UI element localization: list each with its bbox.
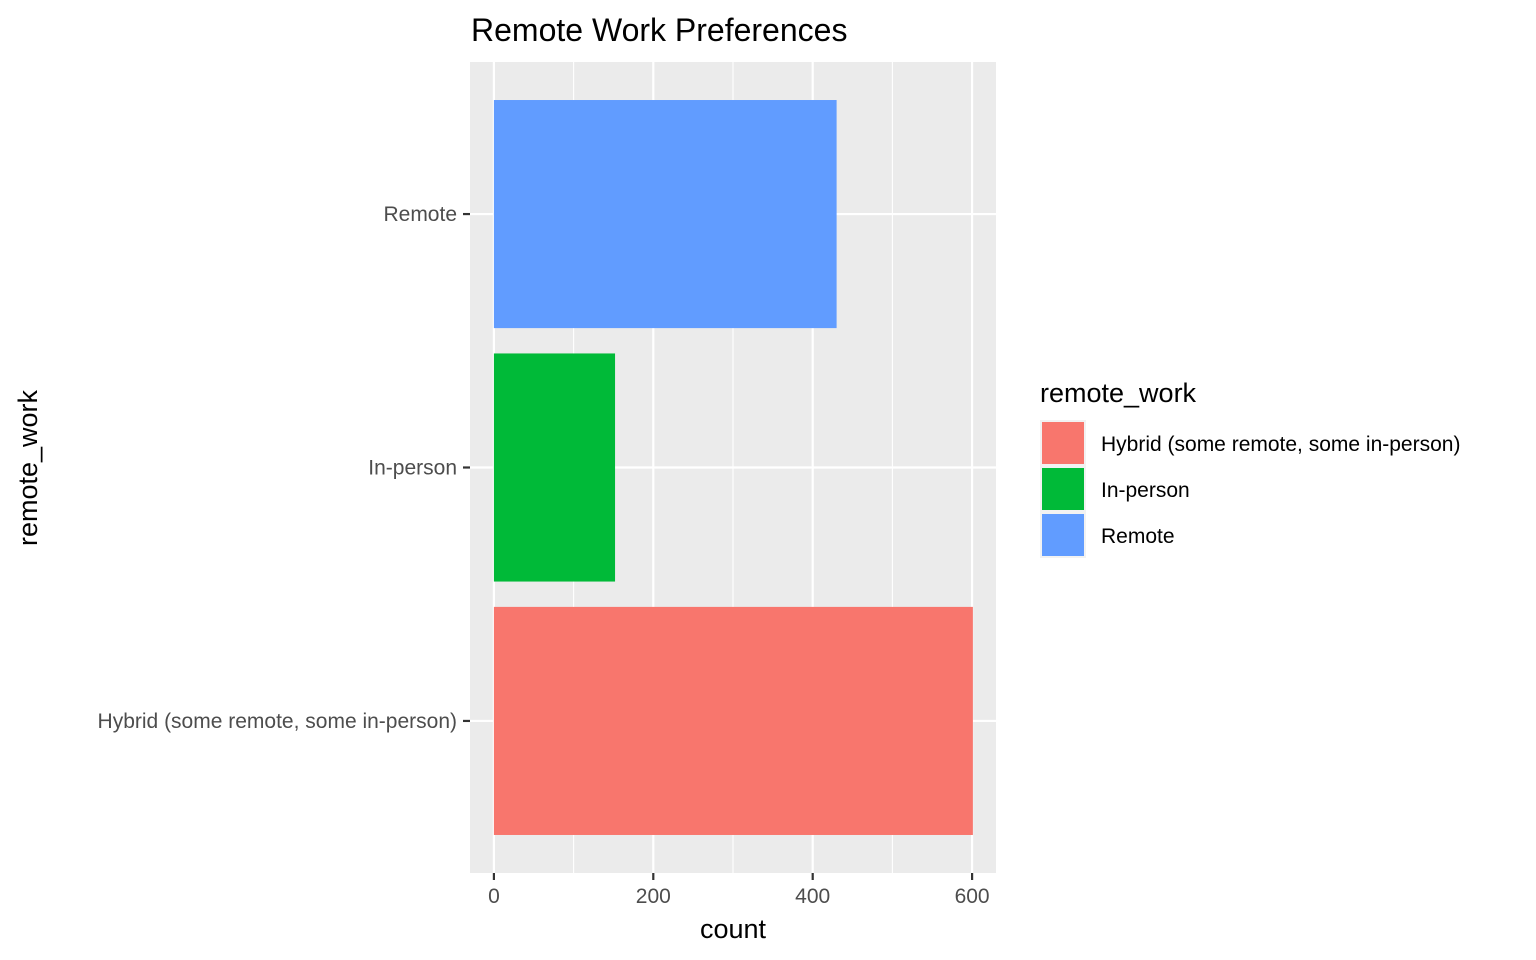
y-tick-label: Remote xyxy=(383,203,457,226)
bar xyxy=(493,606,973,835)
bar xyxy=(493,100,837,329)
bar xyxy=(493,353,616,582)
x-axis-title: count xyxy=(700,914,767,944)
y-tick-label: In-person xyxy=(368,457,457,480)
y-axis-title: remote_work xyxy=(13,389,43,546)
legend-label: Hybrid (some remote, some in-person) xyxy=(1101,433,1460,456)
x-tick-label: 400 xyxy=(795,885,830,908)
x-tick-label: 0 xyxy=(488,885,500,908)
x-tick-label: 600 xyxy=(955,885,990,908)
legend-swatch xyxy=(1042,422,1084,464)
bars xyxy=(493,100,973,835)
legend-title: remote_work xyxy=(1040,378,1197,408)
legend-label: Remote xyxy=(1101,525,1175,548)
legend-label: In-person xyxy=(1101,479,1190,502)
y-axis: Hybrid (some remote, some in-person) In-p… xyxy=(98,203,470,733)
legend-swatch xyxy=(1042,468,1084,510)
legend-swatch xyxy=(1042,514,1084,556)
x-tick-label: 200 xyxy=(636,885,671,908)
y-tick-label: Hybrid (some remote, some in-person) xyxy=(98,710,457,733)
x-axis: 0 200 400 600 xyxy=(488,873,990,908)
legend: remote_work Hybrid (some remote, some in… xyxy=(1040,378,1460,558)
chart-title: Remote Work Preferences xyxy=(471,12,847,48)
